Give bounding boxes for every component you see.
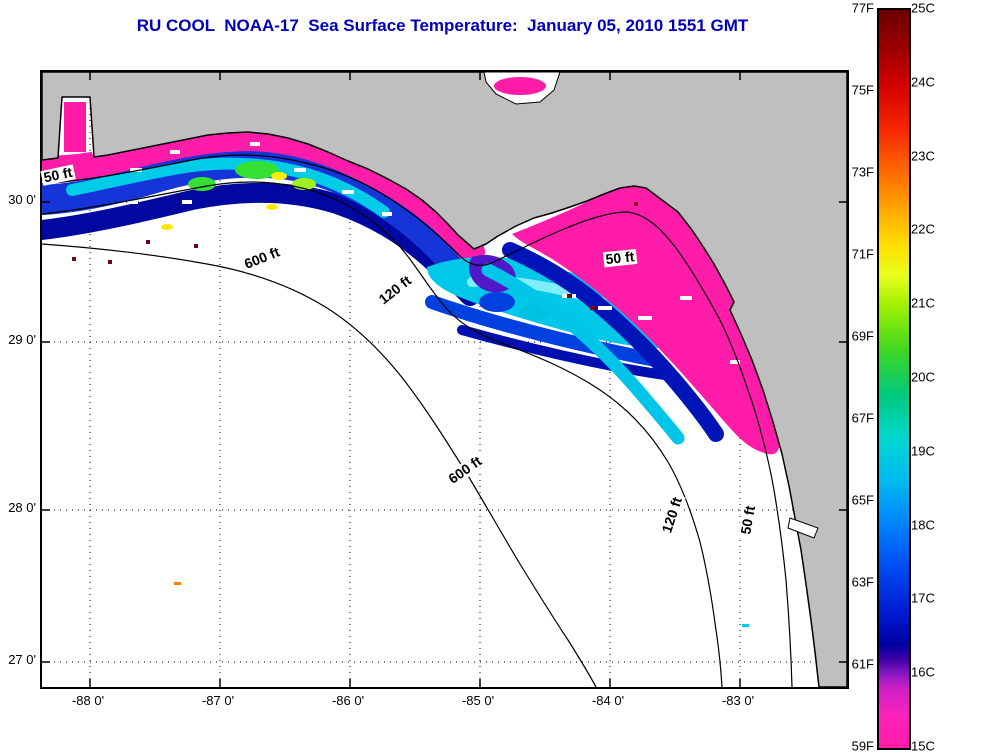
y-tick-label: 27 0' <box>8 652 36 667</box>
contour-50ft <box>42 154 793 687</box>
colorbar-fahrenheit-label: 61F <box>851 656 874 672</box>
colorbar-fahrenheit-label: 65F <box>851 492 874 508</box>
sst-map <box>42 72 847 687</box>
sst-west-bands <box>42 125 491 306</box>
x-tick-label: -85 0' <box>461 693 495 708</box>
x-tick-label: -83 0' <box>721 693 755 708</box>
coastal-bays <box>64 72 819 539</box>
colorbar-fahrenheit-label: 71F <box>851 246 874 262</box>
colorbar-celsius-label: 17C <box>911 590 935 606</box>
colorbar-fahrenheit-label: 69F <box>851 328 874 344</box>
contour-120ft <box>42 181 723 687</box>
colorbar-fahrenheit-label: 59F <box>851 738 874 754</box>
speckles <box>72 202 749 627</box>
y-tick-label: 29 0' <box>8 332 36 347</box>
plot-title: RU COOL NOAA-17 Sea Surface Temperature:… <box>136 16 749 35</box>
x-tick-label: -84 0' <box>591 693 625 708</box>
colorbar-celsius-label: 21C <box>911 295 935 311</box>
colorbar-celsius-label: 18C <box>911 517 935 533</box>
y-tick-label: 30 0' <box>8 192 36 207</box>
x-tick-label: -86 0' <box>331 693 365 708</box>
colorbar-fahrenheit-label: 63F <box>851 574 874 590</box>
sst-west-patches <box>161 161 316 230</box>
land-mask <box>42 72 847 687</box>
contour-600ft <box>42 243 597 687</box>
colorbar-celsius-label: 15C <box>911 738 935 754</box>
depth-contour-label: 50 ft <box>602 248 638 268</box>
colorbar-celsius-label: 16C <box>911 664 935 680</box>
colorbar-celsius-label: 25C <box>911 0 935 16</box>
map-frame <box>40 70 849 689</box>
depth-contours <box>42 154 793 687</box>
colorbar-fahrenheit-label: 77F <box>851 0 874 16</box>
colorbar-celsius-label: 19C <box>911 443 935 459</box>
x-tick-label: -88 0' <box>71 693 105 708</box>
colorbar-fahrenheit-label: 75F <box>851 82 874 98</box>
x-tick-label: -87 0' <box>201 693 235 708</box>
colorbar-celsius-label: 22C <box>911 221 935 237</box>
axis-ticks <box>42 72 847 687</box>
colorbar-fahrenheit-label: 67F <box>851 410 874 426</box>
colorbar-celsius-label: 23C <box>911 148 935 164</box>
y-tick-label: 28 0' <box>8 500 36 515</box>
colorbar-celsius-label: 20C <box>911 369 935 385</box>
colorbar-celsius-label: 24C <box>911 74 935 90</box>
colorbar-strip <box>877 8 911 750</box>
colorbar-fahrenheit-label: 73F <box>851 164 874 180</box>
